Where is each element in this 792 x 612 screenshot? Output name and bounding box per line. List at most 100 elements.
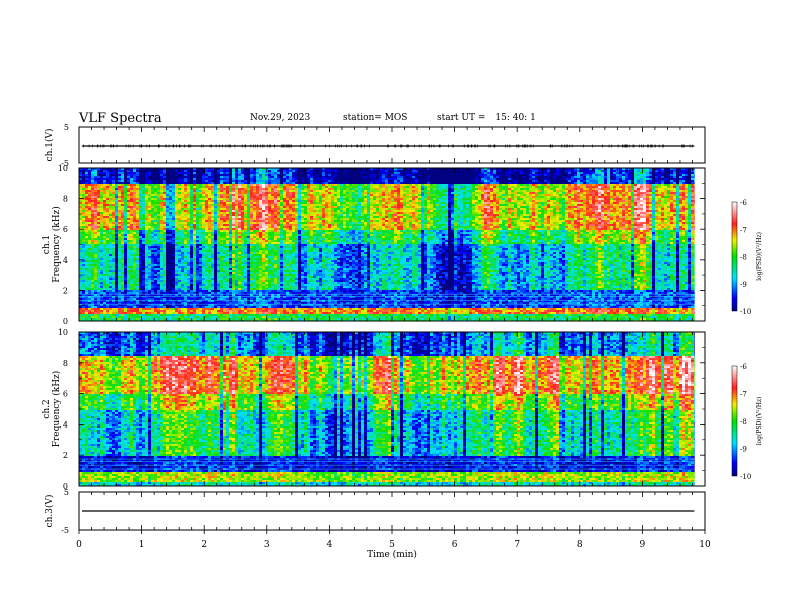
spectrogram-cell — [178, 240, 182, 243]
spectrogram-cell — [250, 170, 254, 173]
spectrogram-cell — [142, 212, 146, 215]
spectrogram-cell — [232, 246, 236, 249]
spectrogram-cell — [199, 316, 203, 319]
spectrogram-cell — [163, 194, 167, 197]
spectrogram-cell — [142, 250, 146, 253]
spectrogram-cell — [163, 312, 167, 315]
spectrogram-cell — [124, 216, 128, 219]
spectrogram-cell — [196, 170, 200, 173]
spectrogram-cell — [205, 250, 209, 253]
spectrogram-cell — [181, 236, 185, 239]
spectrogram-cell — [226, 308, 230, 311]
spectrogram-cell — [187, 276, 191, 279]
spectrogram-cell — [205, 312, 209, 315]
spectrogram-cell — [142, 242, 146, 245]
spectrogram-cell — [181, 296, 185, 299]
spectrogram-cell — [133, 230, 137, 233]
spectrogram-cell — [115, 206, 119, 209]
spectrogram-cell — [118, 252, 122, 255]
spectrogram-cell — [226, 318, 230, 321]
spectrogram-cell — [145, 208, 149, 211]
spectrogram-cell — [112, 222, 116, 225]
spectrogram-cell — [181, 182, 185, 185]
spectrogram-cell — [97, 214, 101, 217]
spectrogram-cell — [211, 302, 215, 305]
spectrogram-cell — [172, 260, 176, 263]
spectrogram-cell — [184, 210, 188, 213]
spectrogram-cell — [139, 276, 143, 279]
spectrogram-cell — [145, 180, 149, 183]
spectrogram-cell — [151, 262, 155, 265]
spectrogram-cell — [136, 290, 140, 293]
spectrogram-cell — [241, 182, 245, 185]
spectrogram-cell — [139, 286, 143, 289]
spectrogram-cell — [259, 238, 263, 241]
spectrogram-cell — [184, 204, 188, 207]
spectrogram-cell — [127, 202, 131, 205]
spectrogram-cell — [226, 194, 230, 197]
spectrogram-cell — [199, 232, 203, 235]
spectrogram-cell — [217, 206, 221, 209]
spectrogram-cell — [235, 272, 239, 275]
spectrogram-cell — [121, 178, 125, 181]
spectrogram-cell — [139, 268, 143, 271]
spectrogram-cell — [85, 262, 89, 265]
spectrogram-cell — [250, 318, 254, 321]
spectrogram-cell — [175, 248, 179, 251]
spectrogram-cell — [181, 266, 185, 269]
spectrogram-cell — [250, 242, 254, 245]
spectrogram-cell — [142, 232, 146, 235]
spectrogram-cell — [145, 256, 149, 259]
spectrogram-cell — [253, 284, 257, 287]
spectrogram-cell — [184, 250, 188, 253]
spectrogram-cell — [217, 192, 221, 195]
spectrogram-cell — [241, 280, 245, 283]
spectrogram-cell — [178, 264, 182, 267]
spectrogram-cell — [136, 268, 140, 271]
spectrogram-cell — [79, 180, 83, 183]
spectrogram-cell — [214, 278, 218, 281]
spectrogram-cell — [79, 192, 83, 195]
spectrogram-cell — [226, 168, 230, 171]
spectrogram-cell — [109, 214, 113, 217]
spectrogram-cell — [160, 198, 164, 201]
spectrogram-cell — [226, 274, 230, 277]
spectrogram-cell — [193, 220, 197, 223]
spectrogram-cell — [235, 218, 239, 221]
spectrogram-cell — [235, 222, 239, 225]
spectrogram-cell — [238, 170, 242, 173]
spectrogram-cell — [193, 248, 197, 251]
spectrogram-cell — [142, 204, 146, 207]
spectrogram-cell — [211, 194, 215, 197]
spectrogram-cell — [133, 176, 137, 179]
spectrogram-cell — [175, 196, 179, 199]
spectrogram-cell — [88, 262, 92, 265]
spectrogram-cell — [199, 206, 203, 209]
spectrogram-cell — [220, 244, 224, 247]
spectrogram-cell — [97, 172, 101, 175]
spectrogram-cell — [259, 168, 263, 171]
spectrogram-cell — [238, 186, 242, 189]
spectrogram-cell — [172, 178, 176, 181]
spectrogram-cell — [238, 256, 242, 259]
spectrogram-cell — [103, 214, 107, 217]
spectrogram-cell — [142, 196, 146, 199]
spectrogram-cell — [190, 242, 194, 245]
spectrogram-cell — [172, 168, 176, 171]
spectrogram-cell — [175, 266, 179, 269]
spectrogram-cell — [220, 204, 224, 207]
spectrogram-cell — [193, 192, 197, 195]
spectrogram-cell — [115, 204, 119, 207]
spectrogram-cell — [160, 308, 164, 311]
spectrogram-cell — [97, 268, 101, 271]
spectrogram-cell — [193, 314, 197, 317]
spectrogram-cell — [148, 288, 152, 291]
spectrogram-cell — [199, 292, 203, 295]
spectrogram-cell — [100, 168, 104, 171]
spectrogram-cell — [88, 284, 92, 287]
spectrogram-cell — [226, 298, 230, 301]
spectrogram-cell — [229, 168, 233, 171]
spectrogram-cell — [193, 298, 197, 301]
spectrogram-cell — [97, 264, 101, 267]
spectrogram-cell — [112, 218, 116, 221]
